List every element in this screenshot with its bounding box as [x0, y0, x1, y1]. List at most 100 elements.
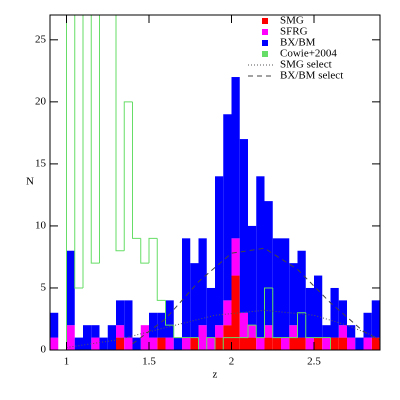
bar-segment: [264, 325, 273, 338]
outline-step: [140, 238, 149, 264]
bar-segment: [338, 337, 347, 350]
bar-segment: [239, 139, 248, 313]
outline-step: [198, 337, 207, 350]
outline-step: [148, 237, 158, 264]
bar-segment: [157, 312, 166, 338]
bar-segment: [281, 238, 290, 338]
bar-segment: [173, 337, 182, 350]
bar-segment: [248, 337, 257, 350]
bar-segment: [124, 300, 133, 338]
outline-step: [173, 325, 182, 339]
bar-segment: [297, 250, 306, 338]
x-tick-label: 1.5: [142, 356, 156, 368]
bar-segment: [198, 238, 207, 326]
bar-segment: [223, 300, 232, 326]
bar-segment: [256, 337, 265, 350]
outline-step: [74, 15, 83, 289]
bar-segment: [347, 325, 356, 338]
bar-segment: [99, 337, 108, 350]
bar-segment: [330, 287, 339, 338]
bar-segment: [272, 337, 281, 350]
bar-segment: [363, 312, 372, 338]
bar-segment: [149, 312, 158, 338]
bar-segment: [248, 225, 257, 326]
legend-label: BX/BM: [280, 37, 316, 49]
outline-step: [297, 312, 306, 338]
plot-area: [50, 15, 380, 350]
outline-step: [132, 101, 141, 239]
bar-segment: [264, 201, 273, 326]
bar-segment: [107, 325, 116, 350]
bar-segment: [74, 337, 83, 350]
y-tick-label: 5: [41, 281, 47, 293]
bar-segment: [305, 287, 314, 338]
bar-segment: [239, 337, 248, 350]
bar-segment: [116, 300, 125, 326]
outline-step: [90, 15, 100, 264]
legend-swatch: [262, 29, 268, 35]
bar-segment: [231, 77, 240, 239]
legend-label: SMG: [280, 15, 304, 27]
legend-swatch: [262, 40, 268, 46]
bar-segment: [215, 337, 224, 350]
bar-segment: [182, 238, 191, 338]
outline-step: [214, 337, 224, 350]
bar-segment: [132, 337, 141, 350]
bar-segment: [124, 337, 133, 350]
bar-segment: [322, 337, 331, 350]
bar-segment: [215, 176, 224, 326]
outline-step: [123, 101, 133, 251]
y-tick-label: 10: [35, 219, 47, 231]
bar-segment: [289, 263, 298, 326]
bar-segment: [50, 312, 59, 338]
bar-segment: [272, 238, 281, 338]
legend-label: SFRG: [280, 26, 308, 38]
legend-swatch: [262, 18, 268, 24]
outline-step: [222, 337, 232, 350]
bar-segment: [198, 325, 207, 350]
bar-segment: [116, 325, 125, 338]
legend-label: Cowie+2004: [280, 48, 337, 60]
outline-step: [206, 337, 215, 350]
bar-segment: [355, 337, 364, 350]
bar-segment: [66, 325, 75, 350]
bar-segment: [231, 238, 240, 276]
bar-segment: [206, 287, 215, 338]
outline-step: [272, 287, 281, 339]
bar-segment: [149, 337, 158, 350]
bar-segment: [50, 337, 59, 350]
x-tick-label: 2.5: [307, 356, 321, 368]
bar-segment: [231, 275, 240, 350]
outline-step: [247, 324, 257, 338]
bar-segment: [91, 337, 100, 350]
bar-segment: [297, 337, 306, 350]
bar-segment: [140, 325, 149, 350]
bar-segment: [248, 325, 257, 338]
outline-step: [156, 238, 166, 301]
bar-segment: [165, 300, 174, 338]
y-tick-label: 15: [35, 157, 47, 169]
bar-segment: [223, 114, 232, 301]
bar-segment: [305, 337, 314, 350]
bar-segment: [338, 300, 347, 326]
outline-step: [330, 337, 339, 350]
bar-segment: [256, 176, 265, 338]
bar-segment: [314, 337, 323, 350]
bar-segment: [116, 337, 125, 350]
bar-segment: [314, 275, 323, 338]
bar-segment: [371, 300, 380, 338]
bar-segment: [165, 337, 174, 350]
bar-segment: [190, 263, 199, 338]
bar-segment: [338, 325, 347, 338]
outline-step: [99, 15, 100, 264]
outline-step: [305, 312, 314, 339]
outline-step: [264, 287, 273, 338]
bar-segment: [206, 337, 215, 350]
bar-segment: [239, 312, 248, 338]
bar-segment: [322, 325, 331, 338]
x-tick-label: 2: [229, 356, 235, 368]
outline-step: [82, 15, 84, 288]
y-axis-label: N: [26, 176, 34, 188]
